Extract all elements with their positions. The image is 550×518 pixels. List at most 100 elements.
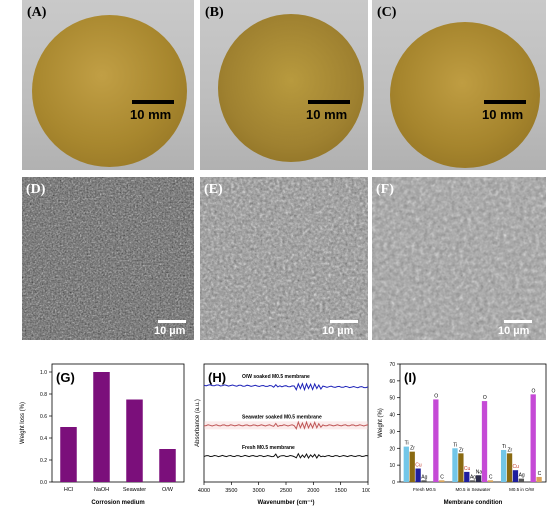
scale-text: 10 µm	[498, 325, 530, 337]
x-tick-label: M0.5 in O/W	[509, 487, 535, 492]
panel-a: (A) 10 mm	[22, 0, 194, 170]
panel-label: (D)	[26, 182, 46, 197]
x-tick-label: 1000	[362, 488, 370, 494]
series-label: O/W soaked M0.5 membrane	[242, 374, 310, 380]
x-tick-label: Seawater	[123, 487, 146, 493]
bar	[458, 453, 464, 482]
chart-g: (G) 0.0 0.2 0.4 0.6 0.8 1.0 HCl NaOH Seawater O/W C…	[20, 363, 185, 506]
y-tick-label: 30	[389, 429, 395, 435]
bar	[452, 448, 458, 482]
y-tick-label: 1.0	[40, 370, 47, 376]
sem-image	[200, 177, 368, 340]
y-axis-label: Weight (%)	[378, 408, 384, 438]
scale-bar	[330, 320, 358, 323]
series-line	[203, 452, 369, 459]
y-tick-label: 0.8	[40, 392, 47, 398]
scale-text: 10 µm	[322, 325, 354, 337]
element-label: Ti	[502, 444, 506, 450]
x-axis-label: Wavenumber (cm⁻¹)	[258, 499, 315, 506]
y-tick-label: 0.0	[40, 480, 47, 486]
y-tick-label: 0	[392, 480, 395, 486]
panel-d: (D) 10 µm	[22, 177, 194, 340]
element-label: Cu	[513, 464, 520, 470]
panel-label: (E)	[204, 182, 223, 197]
y-tick-label: 60	[389, 379, 395, 385]
bar	[518, 478, 525, 482]
sem-image	[372, 177, 546, 340]
series-label: Seawater soaked M0.5 membrane	[242, 414, 322, 420]
bar	[126, 399, 143, 482]
bar	[403, 446, 409, 482]
element-label: Ag	[421, 474, 427, 480]
element-label: O	[483, 395, 487, 401]
bar	[159, 449, 176, 482]
panel-label: (C)	[377, 5, 397, 20]
panel-label: (F)	[376, 182, 394, 197]
series-line	[203, 382, 369, 392]
bar	[512, 470, 519, 482]
bar	[60, 427, 77, 482]
panel-label: (H)	[208, 370, 226, 385]
chart-h: (H) 4000 3500 3000 2500 2000 1500 1000 O/W soake…	[195, 363, 370, 506]
x-tick-label: O/W	[162, 487, 174, 493]
scale-bar	[132, 100, 174, 104]
element-label: O	[532, 388, 536, 394]
scale-bar	[158, 320, 186, 323]
scale-bar	[308, 100, 350, 104]
x-tick-label: 2500	[280, 488, 292, 494]
y-tick-label: 10	[389, 463, 395, 469]
element-label: Ag	[470, 474, 476, 480]
panel-f: (F) 10 µm	[372, 177, 546, 340]
y-tick-label: 0.6	[40, 414, 47, 420]
plot-frame	[399, 363, 547, 483]
bar	[475, 475, 482, 482]
scale-bar	[504, 320, 532, 323]
element-label: O	[434, 393, 438, 399]
bar	[433, 399, 439, 482]
x-tick-label: HCl	[64, 487, 73, 493]
element-label: Zr	[459, 447, 464, 453]
y-axis-label: Weight loss (%)	[20, 402, 26, 444]
brass-disc	[32, 15, 187, 167]
element-label: Cu	[415, 463, 422, 469]
element-label: Ag	[519, 473, 525, 479]
element-label: Zr	[507, 447, 512, 453]
scale-text: 10 mm	[306, 107, 348, 122]
scale-text: 10 mm	[130, 107, 172, 122]
scale-text: 10 µm	[154, 325, 186, 337]
x-tick-label: 1500	[335, 488, 347, 494]
element-label: C	[489, 474, 493, 480]
plot-frame	[203, 363, 369, 483]
panel-label: (B)	[205, 5, 224, 20]
panel-c: (C) 10 mm	[372, 0, 546, 170]
bar	[530, 394, 536, 482]
bar	[481, 401, 488, 482]
panel-label: (A)	[27, 5, 47, 20]
bar	[470, 480, 476, 482]
y-tick-label: 50	[389, 396, 395, 402]
bar	[506, 453, 513, 482]
bar	[439, 480, 445, 482]
series-label: Fresh M0.5 membrane	[242, 445, 295, 451]
element-label: C	[538, 471, 542, 477]
series-band	[204, 421, 368, 430]
panel-label: (I)	[404, 370, 416, 385]
bar	[536, 476, 542, 482]
bar	[409, 451, 415, 482]
x-tick-label: 3000	[253, 488, 265, 494]
series-line	[203, 420, 369, 430]
x-tick-label: 4000	[198, 488, 210, 494]
element-label: Zr	[410, 446, 415, 452]
scale-bar	[484, 100, 526, 104]
y-tick-label: 40	[389, 413, 395, 419]
x-axis-label: Membrane condition	[444, 500, 503, 506]
element-label: Ti	[405, 441, 409, 447]
element-label: Cu	[464, 466, 471, 472]
y-tick-label: 0.4	[40, 436, 47, 442]
x-tick-label: 3500	[225, 488, 237, 494]
bar	[93, 372, 110, 482]
brass-disc	[390, 22, 540, 168]
brass-disc	[218, 14, 364, 162]
y-axis-label: Absorbance (a.u.)	[195, 399, 201, 447]
